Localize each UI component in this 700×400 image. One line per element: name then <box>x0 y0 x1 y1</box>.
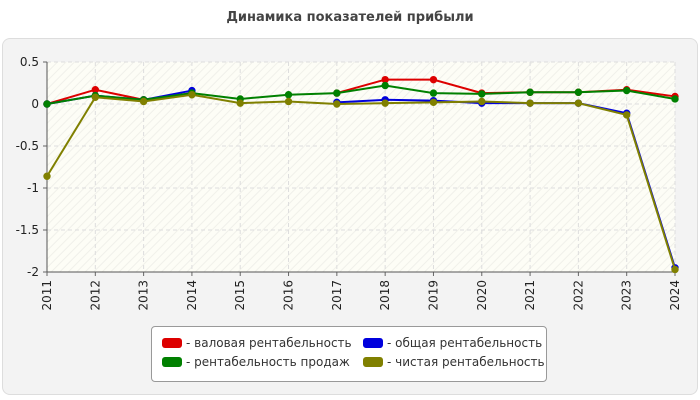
legend-label-total: - общая рентабельность <box>387 336 543 350</box>
data-point <box>139 97 148 106</box>
legend-swatch-net <box>363 357 383 367</box>
x-tick-label: 2012 <box>88 280 102 311</box>
x-tick-label: 2019 <box>426 280 440 311</box>
data-point <box>478 90 486 98</box>
legend-swatch-total <box>363 338 383 348</box>
data-point <box>622 111 631 119</box>
data-point <box>284 91 293 99</box>
x-tick-label: 2021 <box>523 280 537 311</box>
data-point <box>43 100 51 108</box>
series-line <box>46 93 676 270</box>
chart-legend: - валовая рентабельность - общая рентабе… <box>151 326 547 382</box>
series-3 <box>43 91 679 274</box>
legend-label-gross: - валовая рентабельность <box>186 336 352 350</box>
data-point <box>526 88 534 96</box>
data-point <box>671 95 679 103</box>
legend-item-total: - общая рентабельность <box>363 336 542 350</box>
x-tick-label: 2017 <box>330 280 344 311</box>
data-point <box>429 89 438 97</box>
y-tick-label: 0 <box>31 97 39 111</box>
x-tick-label: 2023 <box>620 280 634 311</box>
y-tick-label: -1 <box>27 181 39 195</box>
data-point <box>429 75 438 84</box>
series-line <box>46 84 676 105</box>
data-point <box>622 86 631 95</box>
data-point <box>478 97 486 106</box>
data-point <box>574 88 583 96</box>
x-tick-label: 2013 <box>137 280 151 311</box>
data-point <box>526 99 534 107</box>
data-point <box>188 91 196 99</box>
y-tick-label: -1.5 <box>16 223 39 237</box>
data-point <box>574 99 583 107</box>
data-point <box>333 89 341 97</box>
legend-item-net: - чистая рентабельность <box>363 355 545 369</box>
plot-area-hatch <box>47 62 675 272</box>
legend-item-sales: - рентабельность продаж <box>162 355 350 369</box>
data-point <box>333 100 341 108</box>
legend-item-gross: - валовая рентабельность <box>162 336 352 350</box>
chart-title: Динамика показателей прибыли <box>226 10 474 25</box>
x-tick-label: 2014 <box>185 280 199 311</box>
data-point <box>43 172 51 180</box>
x-tick-label: 2016 <box>282 280 296 311</box>
legend-swatch-gross <box>162 338 182 348</box>
legend-label-net: - чистая рентабельность <box>387 355 545 369</box>
legend-swatch-sales <box>162 357 182 367</box>
x-tick-label: 2020 <box>475 280 489 311</box>
x-tick-label: 2018 <box>378 280 392 311</box>
data-point <box>429 98 438 107</box>
data-point <box>236 99 244 107</box>
x-tick-label: 2024 <box>668 280 682 311</box>
data-point <box>91 93 100 101</box>
x-tick-label: 2015 <box>233 280 247 311</box>
y-tick-label: 0.5 <box>20 55 39 69</box>
x-tick-label: 2011 <box>40 280 54 311</box>
data-point <box>284 97 293 106</box>
y-tick-label: -0.5 <box>16 139 39 153</box>
y-tick-label: -2 <box>27 265 39 279</box>
data-point <box>381 99 389 107</box>
legend-label-sales: - рентабельность продаж <box>186 355 350 369</box>
data-point <box>671 265 679 274</box>
data-point <box>381 81 389 90</box>
x-tick-label: 2022 <box>571 280 585 311</box>
